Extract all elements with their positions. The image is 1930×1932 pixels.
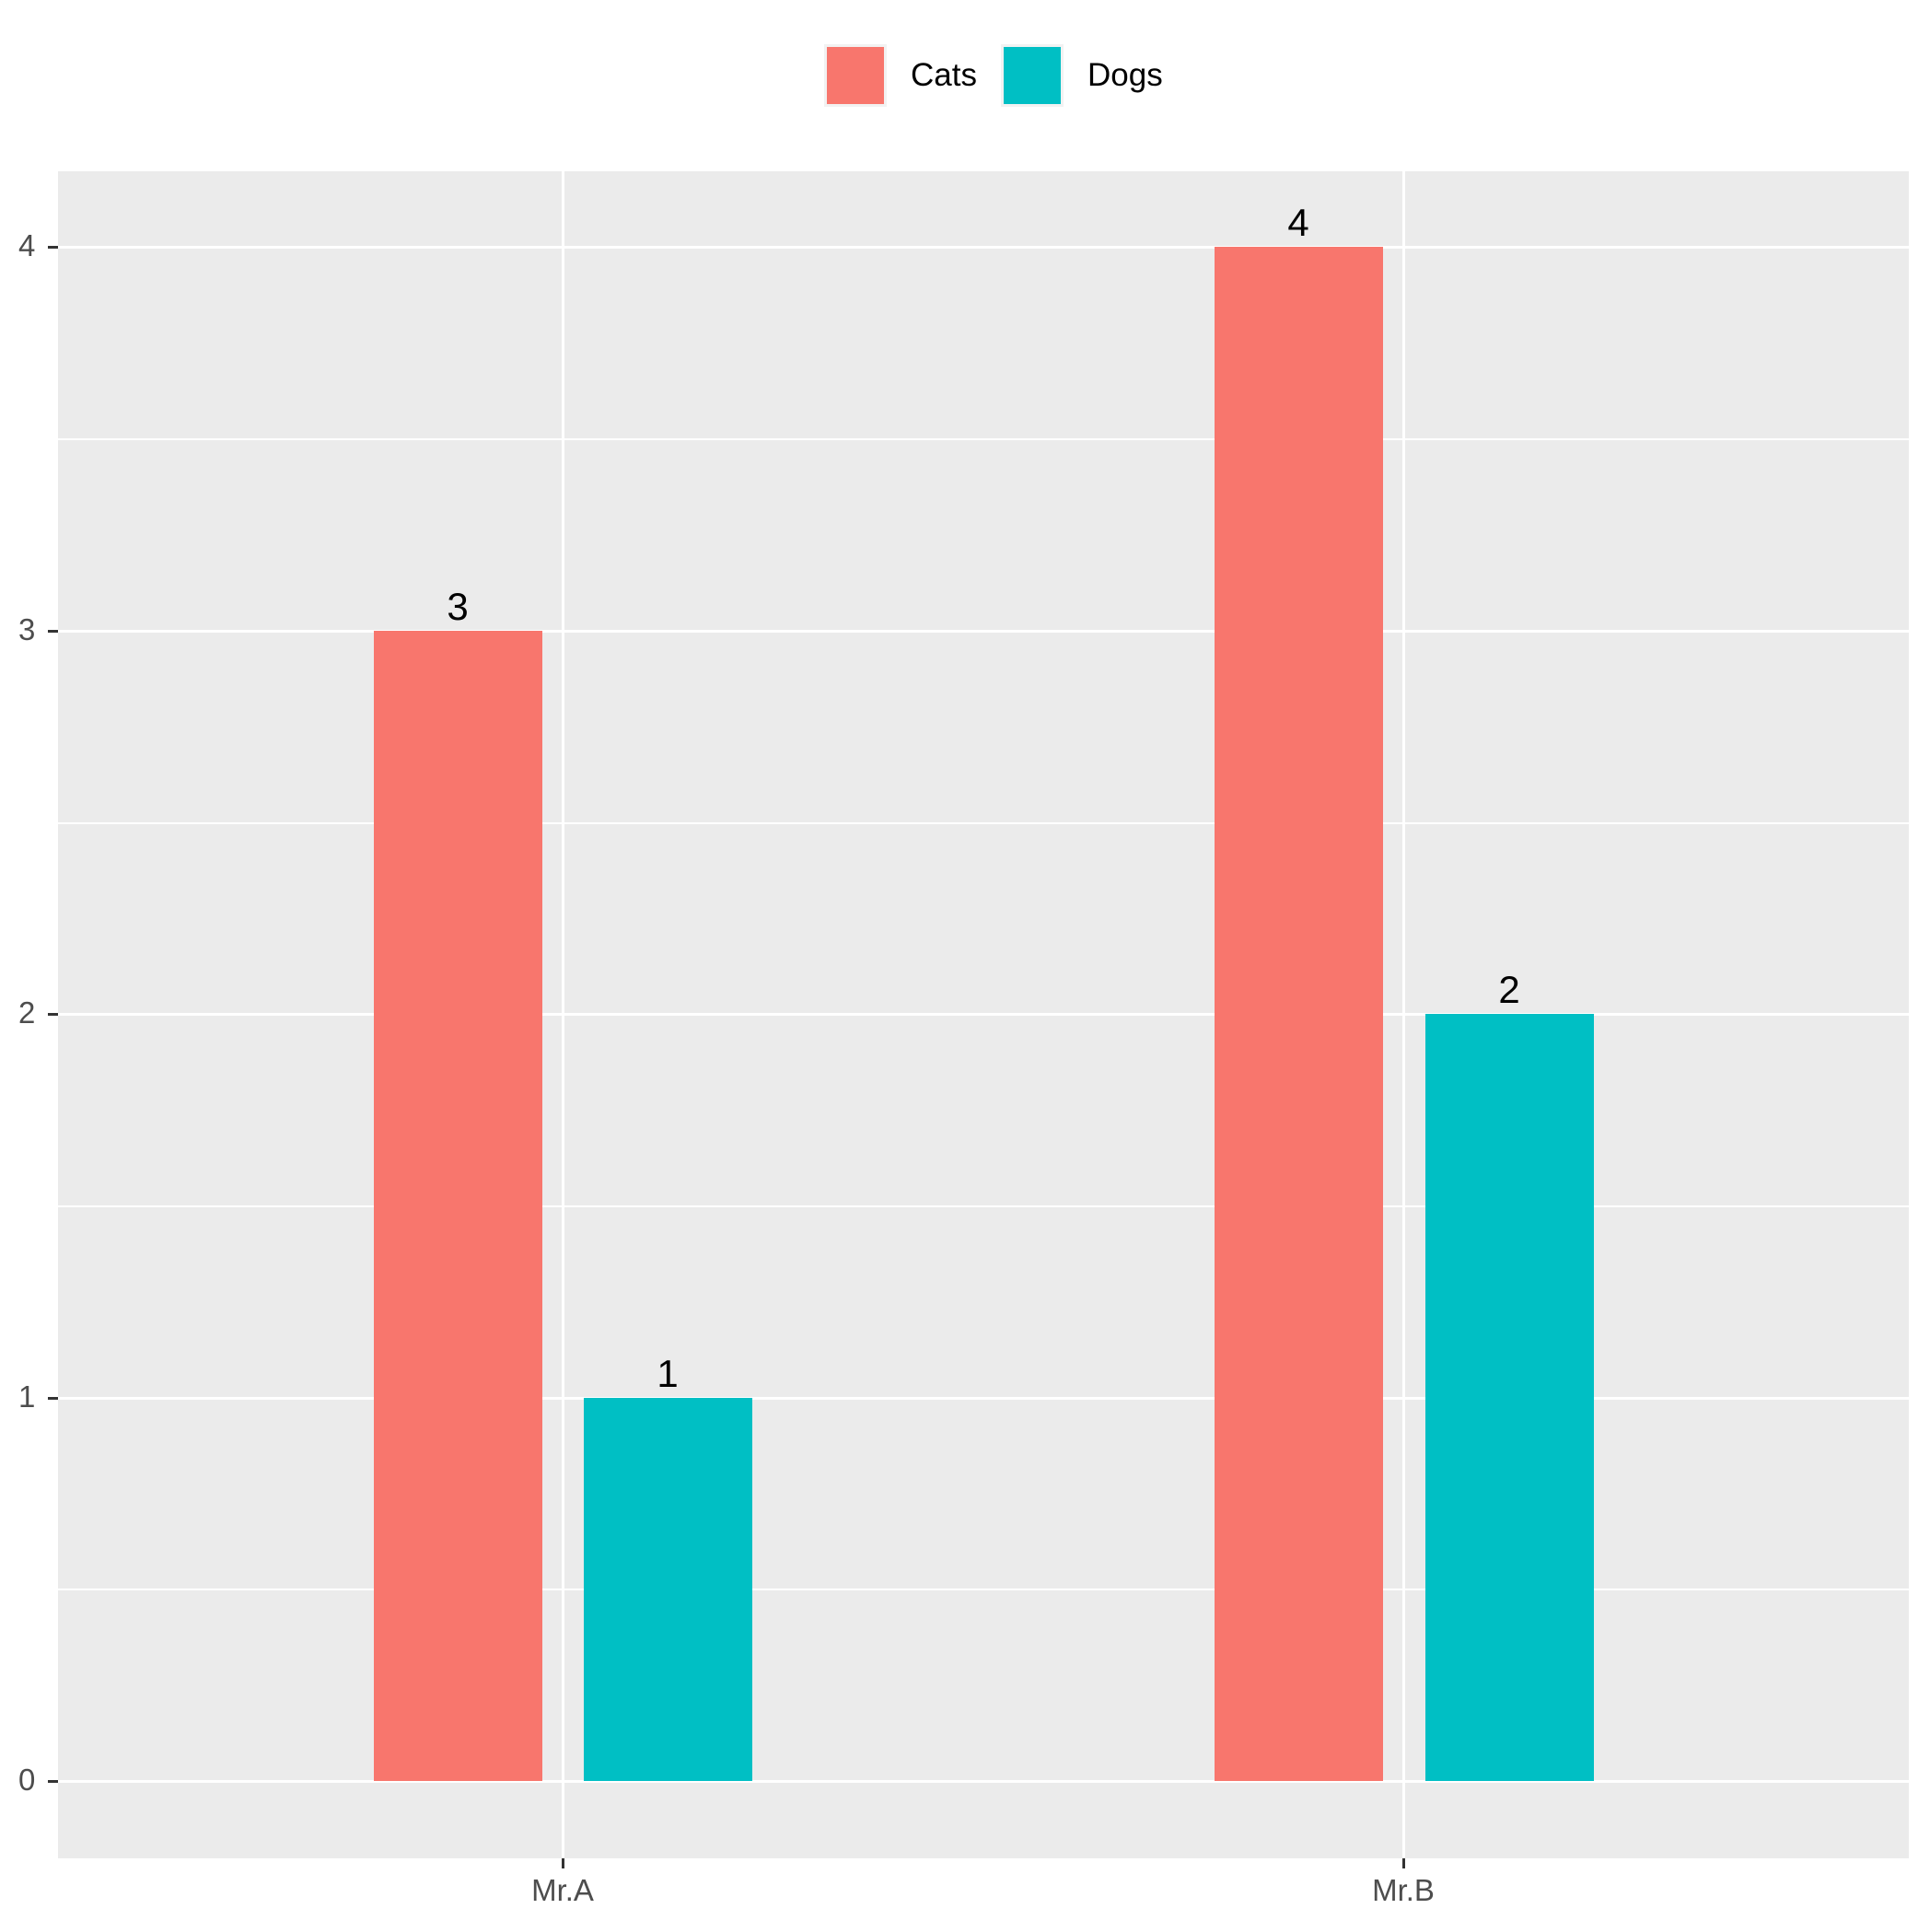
grid-major-y2 — [58, 1013, 1909, 1016]
x-tick-label-mra: Mr.A — [531, 1873, 594, 1907]
x-tick — [562, 1858, 564, 1868]
y-tick — [48, 1013, 58, 1016]
grid-major-x-mra — [562, 171, 564, 1858]
y-tick-label: 2 — [18, 995, 36, 1030]
legend-label-cats: Cats — [911, 57, 977, 93]
y-tick-label: 1 — [18, 1379, 36, 1414]
bar-cats-mra — [374, 631, 542, 1781]
data-label-dogs-mra: 1 — [657, 1352, 679, 1395]
grid-major-x-mrb — [1402, 171, 1405, 1858]
x-tick — [1402, 1858, 1405, 1868]
plot-panel: 3 1 4 2 — [58, 171, 1909, 1858]
bar-cats-mrb — [1215, 247, 1383, 1781]
y-tick-label: 4 — [18, 228, 36, 262]
bar-dogs-mrb — [1425, 1014, 1594, 1781]
grid-major-y0 — [58, 1780, 1909, 1783]
data-label-dogs-mrb: 2 — [1498, 968, 1520, 1011]
legend-key-cats — [824, 44, 887, 107]
legend-label-dogs: Dogs — [1087, 57, 1163, 93]
y-tick — [48, 1780, 58, 1783]
grid-major-y1 — [58, 1397, 1909, 1400]
grid-major-y4 — [58, 246, 1909, 249]
bar-dogs-mra — [584, 1398, 752, 1781]
grid-minor — [58, 1205, 1909, 1207]
legend: Cats Dogs — [0, 42, 1930, 111]
grid-minor — [58, 822, 1909, 824]
y-tick-label: 3 — [18, 612, 36, 646]
y-tick-label: 0 — [18, 1763, 36, 1797]
data-label-cats-mrb: 4 — [1287, 201, 1309, 244]
y-tick — [48, 630, 58, 633]
y-tick — [48, 246, 58, 249]
grid-major-y3 — [58, 630, 1909, 633]
x-tick-label-mrb: Mr.B — [1372, 1873, 1435, 1907]
grid-minor — [58, 438, 1909, 440]
legend-key-dogs — [1001, 44, 1064, 107]
data-label-cats-mra: 3 — [447, 585, 469, 628]
grid-minor — [58, 1589, 1909, 1590]
y-tick — [48, 1397, 58, 1400]
